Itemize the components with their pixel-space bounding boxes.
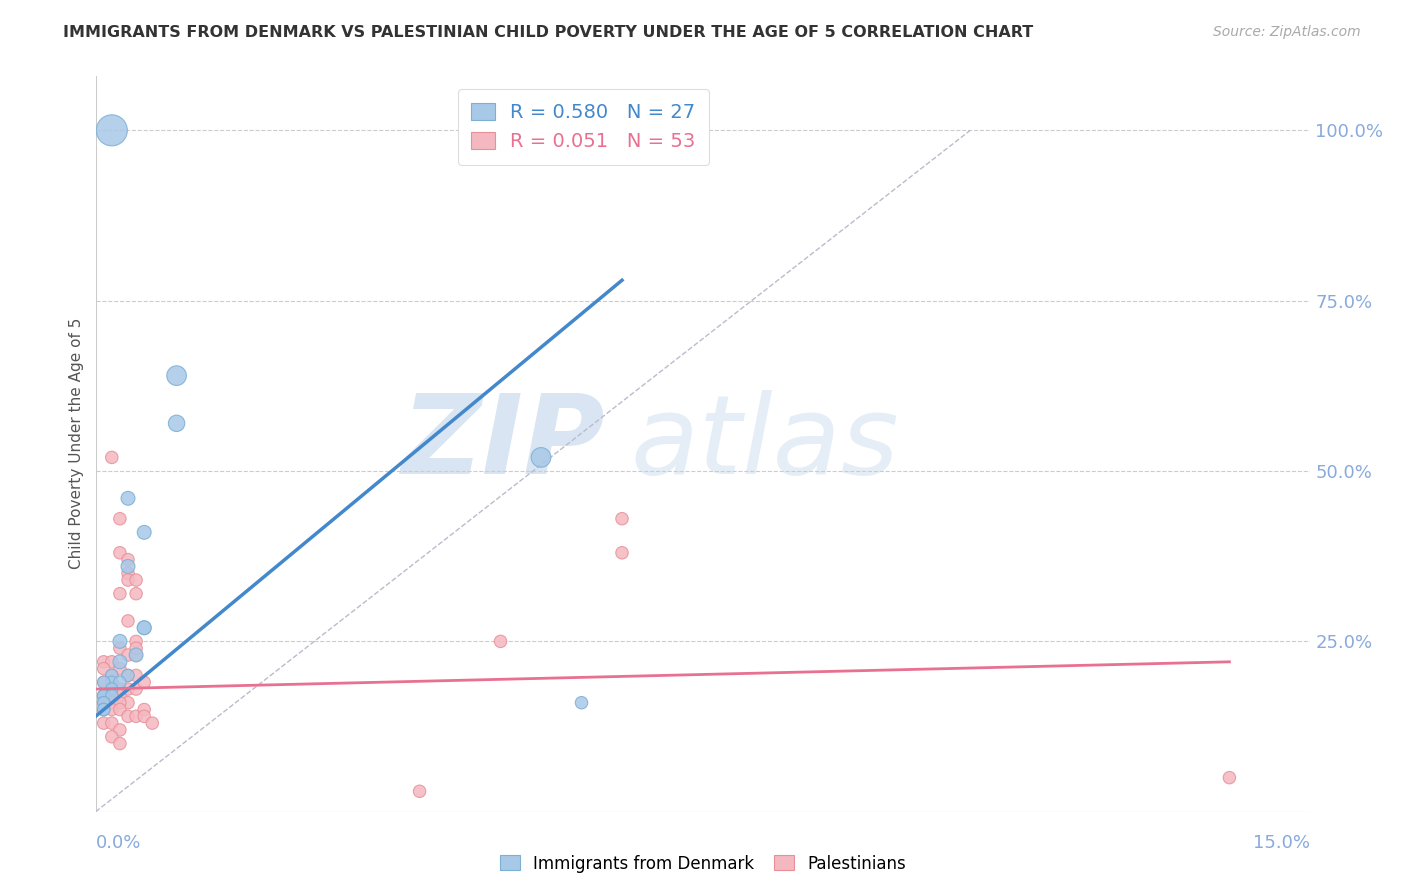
Point: [108, 675, 131, 690]
Point: [108, 662, 131, 676]
Point: [93, 675, 115, 690]
Point: [125, 641, 148, 656]
Point: [93, 662, 115, 676]
Point: [101, 675, 124, 690]
Point: [93, 689, 115, 703]
Point: [134, 621, 156, 635]
Point: [101, 689, 124, 703]
Point: [101, 730, 124, 744]
Point: [117, 559, 139, 574]
Point: [117, 491, 139, 506]
Point: [93, 702, 115, 716]
Point: [125, 634, 148, 648]
Point: [108, 512, 131, 526]
Point: [108, 737, 131, 751]
Point: [93, 689, 115, 703]
Point: [610, 512, 633, 526]
Point: [125, 648, 148, 662]
Text: 0.0%: 0.0%: [96, 834, 141, 852]
Point: [108, 587, 131, 601]
Point: [134, 525, 156, 540]
Point: [101, 668, 124, 682]
Point: [408, 784, 430, 798]
Point: [117, 566, 139, 581]
Point: [93, 689, 115, 703]
Point: [93, 675, 115, 690]
Point: [93, 696, 115, 710]
Point: [93, 655, 115, 669]
Point: [108, 723, 131, 737]
Point: [101, 123, 124, 137]
Point: [117, 573, 139, 587]
Text: 15.0%: 15.0%: [1253, 834, 1310, 852]
Point: [125, 668, 148, 682]
Point: [93, 702, 115, 716]
Point: [117, 552, 139, 566]
Point: [108, 641, 131, 656]
Point: [93, 696, 115, 710]
Point: [125, 573, 148, 587]
Point: [530, 450, 553, 465]
Point: [125, 709, 148, 723]
Point: [610, 546, 633, 560]
Point: [101, 696, 124, 710]
Point: [117, 668, 139, 682]
Point: [117, 614, 139, 628]
Point: [117, 696, 139, 710]
Point: [134, 621, 156, 635]
Legend: R = 0.580   N = 27, R = 0.051   N = 53: R = 0.580 N = 27, R = 0.051 N = 53: [457, 89, 709, 165]
Point: [1218, 771, 1240, 785]
Point: [101, 716, 124, 731]
Point: [101, 681, 124, 696]
Point: [93, 689, 115, 703]
Point: [125, 648, 148, 662]
Point: [101, 702, 124, 716]
Point: [117, 648, 139, 662]
Point: [134, 709, 156, 723]
Point: [101, 668, 124, 682]
Point: [108, 681, 131, 696]
Text: atlas: atlas: [630, 391, 898, 497]
Point: [101, 655, 124, 669]
Point: [93, 716, 115, 731]
Point: [125, 587, 148, 601]
Point: [117, 681, 139, 696]
Point: [93, 696, 115, 710]
Point: [108, 655, 131, 669]
Point: [166, 417, 188, 431]
Point: [108, 546, 131, 560]
Point: [166, 368, 188, 383]
Point: [117, 709, 139, 723]
Point: [93, 702, 115, 716]
Point: [141, 716, 163, 731]
Point: [489, 634, 512, 648]
Point: [108, 634, 131, 648]
Point: [571, 696, 593, 710]
Point: [108, 702, 131, 716]
Text: ZIP: ZIP: [402, 391, 606, 497]
Point: [134, 702, 156, 716]
Point: [108, 696, 131, 710]
Y-axis label: Child Poverty Under the Age of 5: Child Poverty Under the Age of 5: [69, 318, 84, 569]
Text: IMMIGRANTS FROM DENMARK VS PALESTINIAN CHILD POVERTY UNDER THE AGE OF 5 CORRELAT: IMMIGRANTS FROM DENMARK VS PALESTINIAN C…: [63, 25, 1033, 40]
Point: [108, 689, 131, 703]
Point: [101, 450, 124, 465]
Point: [101, 689, 124, 703]
Point: [101, 675, 124, 690]
Legend: Immigrants from Denmark, Palestinians: Immigrants from Denmark, Palestinians: [494, 848, 912, 880]
Text: Source: ZipAtlas.com: Source: ZipAtlas.com: [1213, 25, 1361, 39]
Point: [117, 668, 139, 682]
Point: [125, 681, 148, 696]
Point: [134, 675, 156, 690]
